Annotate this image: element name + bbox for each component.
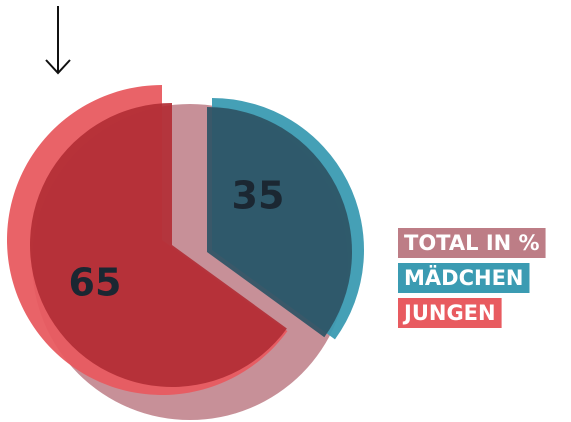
slice (29, 103, 287, 387)
pie: 35 65 (6, 85, 364, 420)
legend-label: MÄDCHEN (404, 265, 524, 290)
legend-swatch (398, 263, 530, 293)
arrow (45, 6, 71, 75)
legend-swatch (398, 228, 546, 258)
slice (207, 107, 352, 338)
legend-label: JUNGEN (402, 301, 496, 325)
value-label: 65 (69, 261, 122, 305)
legend-swatch (398, 298, 502, 328)
legend: TOTAL IN % MÄDCHEN JUNGEN (398, 228, 546, 328)
legend-label: TOTAL IN % (404, 231, 540, 255)
value-label: 35 (232, 174, 285, 218)
